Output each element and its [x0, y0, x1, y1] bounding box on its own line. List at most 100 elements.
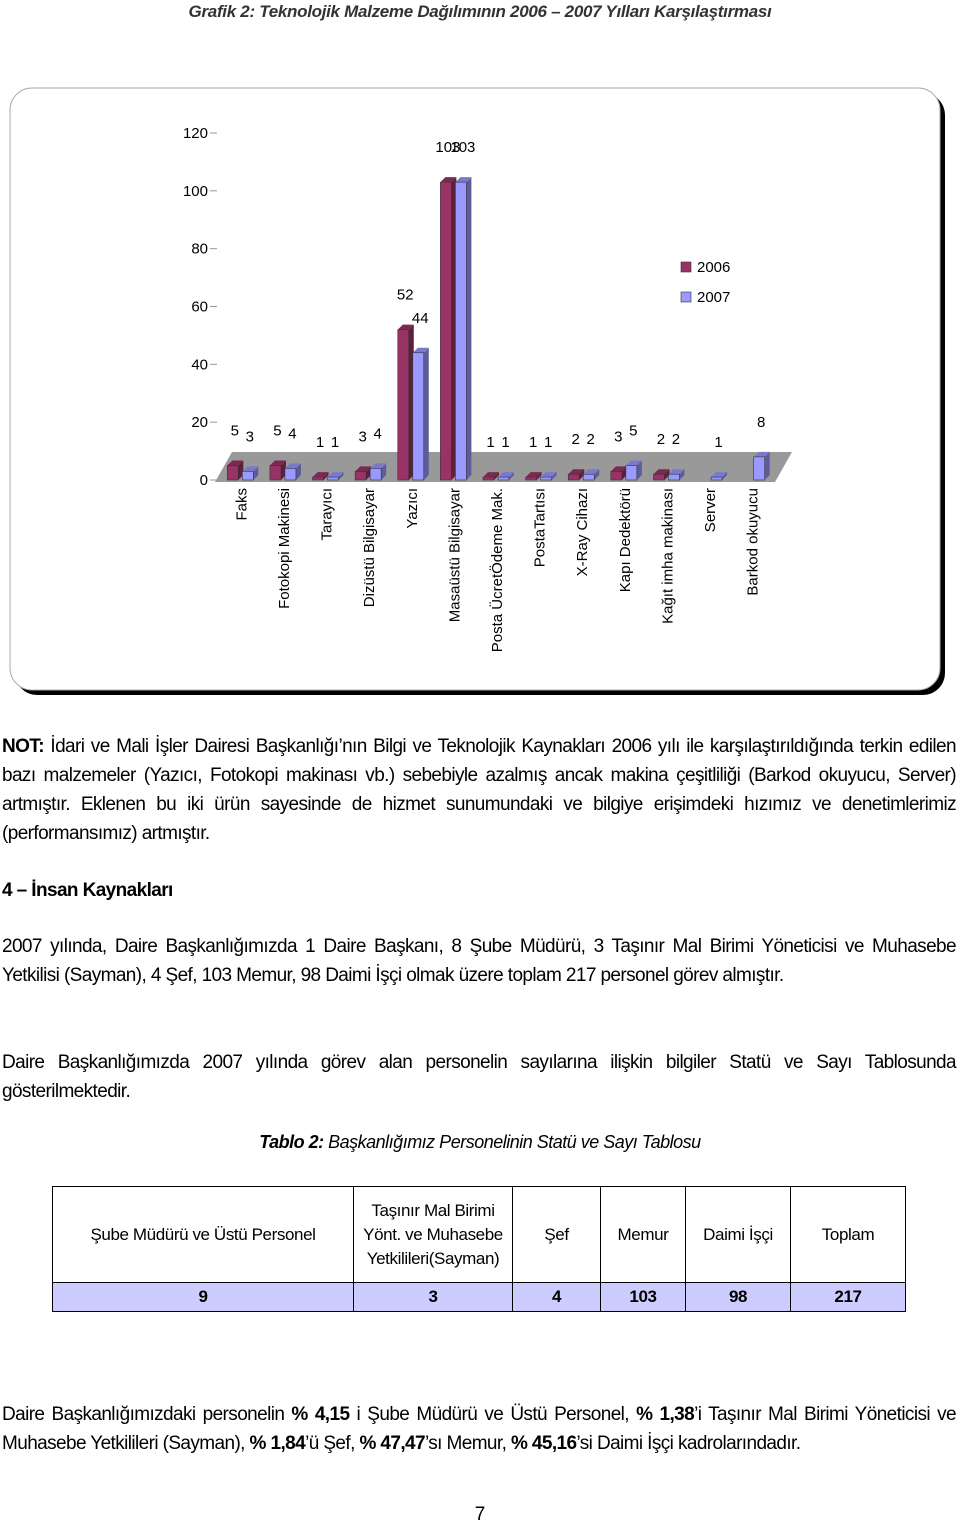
summary-segment: % 47,47	[359, 1433, 425, 1454]
x-tick-label: Yazıcı	[404, 488, 421, 529]
x-tick-label: Kapı Dedektörü	[617, 488, 634, 592]
data-row: 9 3 4 103 98 217	[52, 1282, 906, 1312]
bar	[668, 473, 680, 481]
bar-side	[664, 469, 670, 480]
summary-segment: ’ü Şef,	[305, 1433, 360, 1454]
bar	[369, 468, 382, 481]
value-label: 1	[331, 434, 339, 451]
value-label: 8	[757, 414, 765, 431]
value-label: 1	[544, 434, 552, 451]
summary-segment: % 1,38	[636, 1404, 695, 1425]
header-row: Şube Müdürü ve Üstü Personel Taşınır Mal…	[52, 1186, 906, 1283]
y-tick-label: 120	[183, 125, 208, 142]
cell: 103	[600, 1282, 686, 1312]
x-tick-label: X-Ray Cihazı	[574, 488, 591, 576]
bar	[625, 465, 638, 481]
bar-top	[525, 472, 542, 478]
value-label: 1	[486, 434, 494, 451]
table: Şube Müdürü ve Üstü Personel Taşınır Mal…	[52, 1186, 906, 1312]
bar	[284, 468, 297, 481]
bar-top	[397, 324, 414, 330]
summary-segment: Daire Başkanlığımızdaki personelin	[2, 1404, 292, 1425]
header-cell: Memur	[600, 1186, 686, 1283]
x-tick-label: PostaTartısı	[532, 488, 549, 567]
bar-top	[498, 472, 514, 478]
x-tick-label: Faks	[233, 488, 250, 521]
cell: 217	[790, 1282, 906, 1312]
bar	[653, 473, 665, 481]
bar-side	[494, 472, 499, 480]
y-tick-label: 80	[191, 241, 208, 258]
bar	[540, 476, 552, 481]
bar-side	[466, 177, 472, 481]
bar	[327, 476, 339, 481]
bar-side	[764, 451, 770, 480]
bar-top	[284, 463, 301, 469]
x-tick-label: Posta ÜcretÖdeme Mak.	[488, 488, 506, 652]
bar-top	[355, 466, 372, 472]
value-label: 44	[412, 310, 429, 327]
summary-segment: % 4,15	[291, 1404, 350, 1425]
bar-top	[610, 466, 627, 472]
bar	[242, 471, 254, 481]
bar	[582, 473, 595, 481]
note: NOT: İdari ve Mali İşler Dairesi Başkanl…	[2, 732, 957, 848]
bar	[440, 181, 452, 481]
table-caption-text: Başkanlığımız Personelinin Statü ve Sayı…	[328, 1132, 701, 1152]
bar-top	[653, 469, 670, 475]
header-cell: Toplam	[790, 1186, 906, 1283]
bar	[482, 476, 495, 481]
y-tick-label: 40	[191, 356, 208, 373]
value-label: 2	[587, 431, 595, 448]
value-label: 103	[450, 139, 475, 156]
value-label: 5	[629, 423, 637, 440]
section-heading: 4 – İnsan Kaynakları	[2, 880, 173, 901]
cell: 3	[353, 1282, 513, 1312]
header-cell: Şef	[512, 1186, 601, 1283]
value-label: 103	[435, 139, 460, 156]
x-tick-label: Masaüstü Bilgisayar	[446, 488, 463, 622]
bar-top	[440, 177, 457, 183]
header-cell: Şube Müdürü ve Üstü Personel	[52, 1186, 354, 1283]
bar-side	[295, 463, 301, 480]
bar-side	[579, 469, 585, 480]
bar-top	[625, 460, 642, 466]
bar-side	[323, 472, 329, 480]
chart-caption: Grafik 2: Teknolojik Malzeme Dağılımının…	[0, 2, 960, 22]
bar	[412, 352, 425, 481]
caption-text: Teknolojik Malzeme Dağılımının 2006 – 20…	[259, 2, 772, 21]
paragraph: 2007 yılında, Daire Başkanlığımızda 1 Da…	[2, 936, 957, 986]
bar	[354, 471, 367, 481]
bar-top	[583, 469, 600, 475]
x-tick-label: Fotokopi Makinesi	[276, 488, 293, 609]
bar-top	[227, 460, 244, 466]
summary-segment: % 45,16	[510, 1433, 577, 1454]
summary-segment: ’i Taşınır Mal Birimi Yöneticisi ve Muha…	[2, 1404, 957, 1454]
x-tick-label: Dizüstü Bilgisayar	[361, 488, 378, 607]
bar	[497, 476, 510, 481]
bar-side	[423, 347, 429, 480]
bar-top	[753, 451, 770, 457]
summary-segment: ’sı Memur,	[424, 1433, 511, 1454]
bar-side	[636, 460, 642, 480]
cell: 98	[685, 1282, 791, 1312]
value-label: 2	[572, 431, 580, 448]
value-label: 5	[231, 423, 239, 440]
x-tick-label: Server	[702, 488, 719, 532]
bar-side	[551, 472, 557, 480]
value-label: 1	[529, 434, 537, 451]
legend-swatch	[680, 291, 692, 303]
x-tick-label: Tarayıcı	[319, 488, 336, 541]
y-tick-label: 0	[200, 472, 208, 489]
bar	[525, 476, 537, 481]
page-number: 7	[474, 1504, 486, 1525]
value-label: 1	[316, 434, 324, 451]
header-cell: Daimi İşçi	[685, 1186, 791, 1283]
summary-segment: ’si Daimi İşçi kadrolarındadır.	[576, 1433, 801, 1454]
summary-segment: i Şube Müdürü ve Üstü Personel,	[349, 1404, 637, 1425]
y-tick-label: 20	[191, 414, 208, 431]
bar-top	[568, 469, 585, 475]
bar-top	[540, 472, 557, 478]
